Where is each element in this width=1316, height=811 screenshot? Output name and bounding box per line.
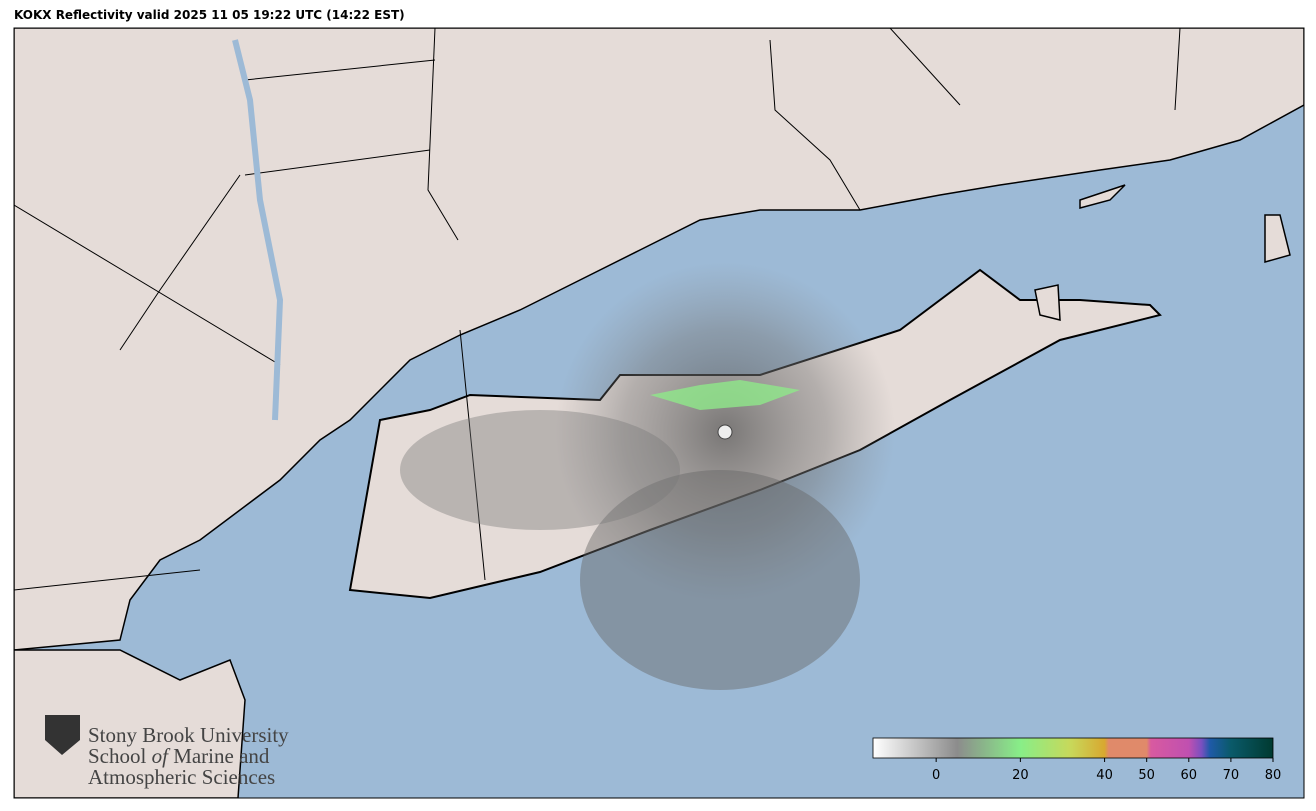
logo-text: School of Marine and: [88, 744, 270, 768]
colorbar-tick-label: 80: [1265, 768, 1282, 783]
mainland: [14, 28, 1304, 651]
title: KOKX Reflectivity valid 2025 11 05 19:22…: [14, 8, 405, 22]
radar-echo: [580, 470, 860, 690]
logo-text: Stony Brook University: [88, 723, 289, 747]
logo-text: School: [88, 744, 147, 768]
colorbar-tick-label: 0: [932, 768, 940, 783]
hudson-river: [232, 39, 284, 421]
colorbar: 0 20 40 50 60 70 80: [872, 737, 1282, 783]
islands: [1034, 184, 1291, 321]
logo-text: Marine and: [173, 744, 270, 768]
logo-shield: [45, 715, 80, 755]
colorbar-tick-label: 20: [1012, 768, 1029, 783]
borders: [14, 28, 1181, 591]
map: Stony Brook University School of Marine …: [14, 28, 1304, 798]
colorbar-tick-label: 50: [1138, 768, 1155, 783]
logo-text: Atmospheric Sciences: [88, 765, 275, 789]
radar-echo: [650, 380, 800, 410]
radar-site: [717, 424, 733, 440]
radar-echo: [400, 410, 680, 530]
colorbar-tick-label: 40: [1096, 768, 1113, 783]
logo-text: of: [152, 744, 172, 768]
colorbar-bar: [872, 737, 1274, 759]
colorbar-tick-label: 70: [1223, 768, 1240, 783]
new-jersey: [14, 649, 246, 798]
colorbar-tick-label: 60: [1181, 768, 1198, 783]
map-frame: [13, 27, 1305, 799]
